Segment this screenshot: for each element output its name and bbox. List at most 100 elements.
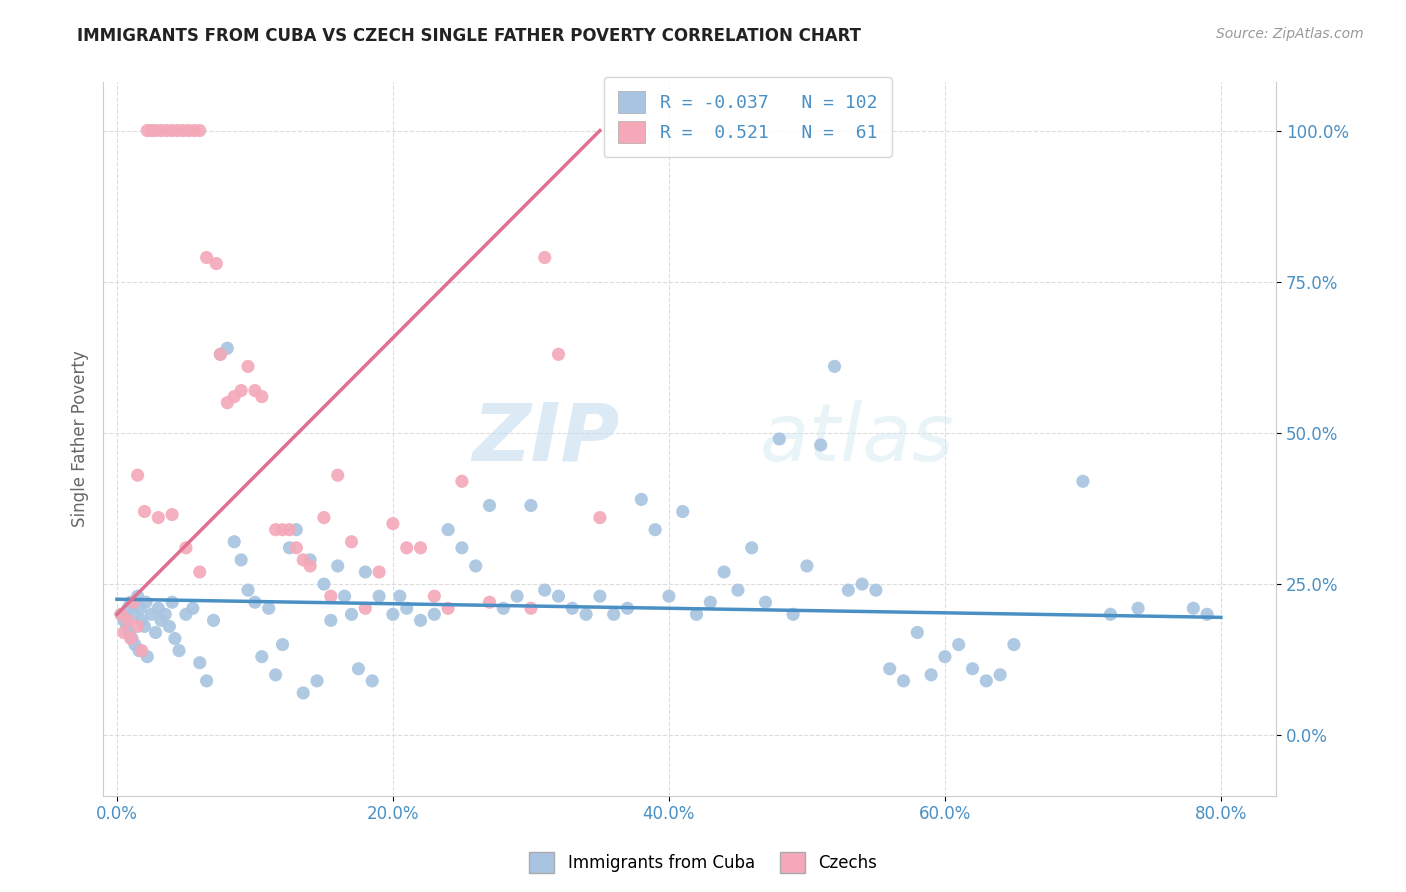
Point [217,395,239,409]
Point [243,595,266,609]
Point [188,565,211,579]
Point [145,123,167,137]
Point [713,565,735,579]
Point [157,619,180,633]
Point [437,601,460,615]
Point [292,686,315,700]
Point [229,553,252,567]
Point [183,123,205,137]
Point [478,499,501,513]
Point [312,577,335,591]
Point [188,656,211,670]
Point [163,632,186,646]
Point [115,619,138,633]
Point [250,649,273,664]
Point [155,123,177,137]
Point [326,558,349,573]
Point [121,632,143,646]
Point [312,510,335,524]
Point [131,643,153,657]
Point [120,632,142,646]
Point [167,643,190,657]
Point [172,123,194,137]
Point [131,613,153,627]
Point [754,595,776,609]
Point [209,347,232,361]
Point [145,625,167,640]
Point [347,662,370,676]
Point [388,589,411,603]
Point [340,534,363,549]
Point [110,607,132,622]
Point [278,523,301,537]
Point [195,673,218,688]
Point [181,601,204,615]
Point [520,499,543,513]
Point [948,638,970,652]
Point [127,589,149,603]
Point [127,468,149,483]
Point [395,541,418,555]
Point [630,492,652,507]
Point [354,601,377,615]
Point [1099,607,1122,622]
Point [520,601,543,615]
Point [905,625,928,640]
Point [851,577,873,591]
Point [299,558,322,573]
Point [166,123,188,137]
Point [934,649,956,664]
Point [699,595,721,609]
Point [824,359,846,374]
Point [195,251,218,265]
Point [229,384,252,398]
Point [205,256,228,270]
Point [174,607,197,622]
Point [188,123,211,137]
Point [150,613,173,627]
Point [136,649,159,664]
Point [506,589,529,603]
Point [278,541,301,555]
Point [974,673,997,688]
Point [155,607,177,622]
Point [129,601,152,615]
Point [423,607,446,622]
Point [134,504,156,518]
Point [533,251,555,265]
Point [122,595,145,609]
Text: IMMIGRANTS FROM CUBA VS CZECH SINGLE FATHER POVERTY CORRELATION CHART: IMMIGRANTS FROM CUBA VS CZECH SINGLE FAT… [77,27,862,45]
Text: ZIP: ZIP [472,400,619,478]
Point [141,123,163,137]
Point [148,601,170,615]
Point [112,625,135,640]
Point [547,347,569,361]
Legend: R = -0.037   N = 102, R =  0.521   N =  61: R = -0.037 N = 102, R = 0.521 N = 61 [603,77,891,157]
Point [533,583,555,598]
Text: Source: ZipAtlas.com: Source: ZipAtlas.com [1216,27,1364,41]
Point [285,541,308,555]
Point [135,595,157,609]
Point [326,468,349,483]
Point [464,558,486,573]
Point [796,558,818,573]
Point [658,589,681,603]
Point [118,625,141,640]
Point [451,475,474,489]
Point [589,589,612,603]
Point [395,601,418,615]
Point [110,607,132,622]
Point [264,668,287,682]
Point [141,607,163,622]
Point [644,523,666,537]
Point [409,613,432,627]
Point [127,619,149,633]
Point [865,583,887,598]
Point [209,347,232,361]
Point [319,589,342,603]
Point [160,508,183,522]
Point [122,607,145,622]
Point [112,613,135,627]
Point [319,613,342,627]
Point [150,123,173,137]
